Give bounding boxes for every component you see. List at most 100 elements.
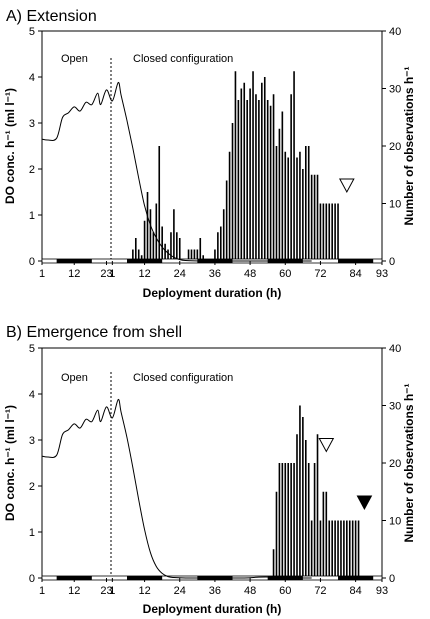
panel-a-bar-60 [307,146,310,261]
panel-b-x-tick-label-11: 93 [376,585,388,597]
panel-a-bars [132,71,339,261]
panel-a-x-tick-label-0: 1 [39,268,45,280]
panel-a-bar-69 [334,203,336,261]
panel-b-bar-19 [328,520,331,578]
panel-a-left-tick-label-4: 4 [29,72,35,84]
panel-b-x-tick-label-3: 1 [109,585,115,597]
panel-b-open-label: Open [61,372,88,384]
panel-b-x-tick-label-6: 36 [209,585,221,597]
panel-a-bar-7 [152,232,155,261]
panel-a-left-axis-title: DO conc. h⁻¹ (ml l⁻¹) [3,88,17,204]
panel-a-x-tick-label-7: 48 [244,268,256,280]
panel-a-x-tick-label-2: 23 [100,268,112,280]
panel-a-bar-62 [313,174,316,261]
panel-b-x-tick-label-0: 1 [39,585,45,597]
panel-a-right-tick-label-0: 0 [389,256,395,268]
panel-a-bar-4 [143,220,146,261]
panel-a-bar-24 [202,255,205,261]
panel-a-bar-20 [190,249,193,261]
panel-b-bar-29 [357,520,360,578]
panel-a-bar-39 [246,100,248,261]
panel-a-bar-41 [252,71,254,261]
panel-a-bar-37 [240,88,243,261]
panel-a-bar-33 [228,151,231,261]
panel-a-bar-0 [132,249,134,261]
panel-a-bar-15 [176,232,178,261]
panel-a-bar-47 [269,105,272,261]
panel-a-bar-61 [310,174,313,261]
panel-b-bar-7 [293,463,295,578]
panel-a-x-tick-label-6: 36 [209,268,221,280]
panel-b-markers [318,438,373,511]
panel-b-marker-filled-triangle-1 [356,495,373,511]
panel-a-bar-63 [316,174,319,261]
panel-b-left-tick-label-2: 2 [29,481,35,493]
panel-a-bar-43 [258,100,260,261]
panel-a-x-tick-label-1: 12 [68,268,80,280]
panel-a-x-tick-label-4: 12 [138,268,150,280]
panel-b-bar-24 [343,520,345,578]
panel-a-bar-48 [272,94,275,261]
panel-b-bar-26 [348,520,351,578]
panel-b: B) Emergence from shell Open Closed conf… [3,324,416,616]
panel-a-bar-40 [249,88,251,261]
panel-a-bar-11 [164,243,166,261]
panel-b-x-axis-title: Deployment duration (h) [143,602,282,616]
panel-b-bar-5 [287,463,290,578]
panel-a-bar-36 [237,100,240,261]
panel-a-right-tick-label-4: 40 [389,26,401,38]
panel-a-bar-42 [255,94,257,261]
panel-a-bar-9 [158,146,161,261]
panel-b-bar-4 [284,463,287,578]
panel-a-bar-19 [187,249,190,261]
panel-a-x-axis: 1 12 231 12 24 36 48 60 72 84 93 [39,261,388,280]
panel-a-bar-67 [328,203,331,261]
panel-b-bar-23 [340,520,342,578]
panel-a-right-tick-label-1: 10 [389,199,401,211]
panel-b-right-tick-label-1: 10 [389,516,401,528]
panel-b-right-axis: 0 10 20 30 40 [382,343,401,585]
panel-a-bar-32 [225,180,228,261]
panel-b-x-tick-label-10: 84 [349,585,361,597]
panel-b-left-axis-title: DO conc. h⁻¹ (ml l⁻¹) [3,405,17,521]
panel-a-bar-56 [296,157,298,261]
panel-a-x-tick-label-10: 84 [349,268,361,280]
panel-b-bar-0 [272,549,275,578]
panel-a-x-tick-label-5: 24 [174,268,186,280]
panel-a-bar-51 [281,111,284,261]
panel-b-title: B) Emergence from shell [6,324,182,341]
panel-b-bar-15 [316,434,319,578]
panel-b-bar-27 [351,520,354,578]
panel-b-x-tick-label-4: 12 [138,585,150,597]
panel-b-bar-22 [337,520,339,578]
panel-b-bar-20 [331,520,333,578]
panel-a-bar-1 [134,238,137,261]
panel-a-x-tick-label-8: 60 [279,268,291,280]
panel-b-bar-16 [319,520,322,578]
panel-b-x-tick-label-1: 12 [68,585,80,597]
panel-b-left-axis: 0 1 2 3 4 5 [29,343,42,585]
panel-b-bar-25 [346,520,348,578]
panel-a-bar-57 [299,151,301,261]
panel-b-bar-21 [334,520,336,578]
panel-b-bar-6 [290,463,292,578]
panel-b-left-tick-label-0: 0 [29,573,35,585]
panel-a-marker-open-triangle-0 [338,178,355,194]
panel-b-closed-label: Closed configuration [133,372,233,384]
panel-b-bar-13 [310,520,313,578]
panel-a-bar-31 [222,209,225,261]
panel-b-left-tick-label-4: 4 [29,389,35,401]
panel-b-right-axis-title: Number of observations h⁻¹ [402,383,416,542]
panel-a-bar-65 [322,203,325,261]
panel-b-bar-1 [275,491,278,578]
panel-a-bar-64 [319,203,322,261]
panel-a-bar-53 [287,157,290,261]
panel-a-bar-14 [173,209,175,261]
panel-b-left-tick-label-1: 1 [29,527,35,539]
panel-a-right-axis-title: Number of observations h⁻¹ [402,66,416,225]
panel-a-bar-46 [266,100,269,261]
panel-a-open-label: Open [61,53,88,65]
panel-a-plot-frame [41,30,383,262]
panel-a-bar-10 [161,226,163,261]
